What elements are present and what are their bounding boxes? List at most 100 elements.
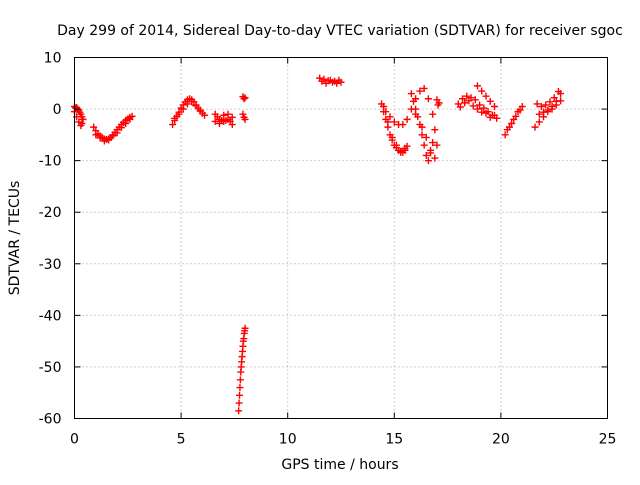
y-axis-label: SDTVAR / TECUs (7, 181, 23, 296)
data-point (171, 114, 179, 122)
data-point (331, 77, 339, 85)
data-point (518, 102, 526, 110)
data-point (435, 99, 443, 107)
data-point (554, 88, 562, 96)
data-point (473, 105, 481, 113)
data-point (535, 110, 543, 118)
data-point (100, 137, 108, 145)
data-point (420, 84, 428, 92)
data-point (401, 144, 409, 152)
data-point (480, 104, 488, 112)
series-arc-13 (531, 88, 565, 131)
data-point (380, 102, 388, 110)
series-arc-2 (90, 112, 136, 145)
data-point (322, 79, 330, 87)
x-tick-label: 20 (492, 432, 510, 448)
data-point (390, 118, 398, 126)
data-point (416, 87, 424, 95)
data-point (535, 118, 543, 126)
x-tick-labels: 0 5 10 15 20 25 (70, 432, 616, 448)
data-point (228, 113, 236, 121)
data-point (422, 151, 430, 159)
data-point (235, 407, 243, 415)
data-point (418, 123, 426, 131)
data-point (544, 106, 552, 114)
data-point (201, 111, 209, 119)
data-point (476, 101, 484, 109)
data-point (236, 391, 244, 399)
series-arc-3 (169, 95, 209, 129)
data-point (548, 105, 556, 113)
data-point (407, 90, 415, 98)
data-point (418, 131, 426, 139)
y-tick-labels: -60 -50 -40 -30 -20 -10 0 10 (39, 51, 62, 428)
data-point (169, 121, 177, 129)
data-point (463, 92, 471, 100)
data-point (557, 97, 565, 105)
x-axis-label: GPS time / hours (281, 457, 398, 473)
y-tick-label: 0 (53, 102, 62, 118)
data-point (105, 136, 113, 144)
data-point (188, 98, 196, 106)
y-tick-label: -30 (39, 257, 62, 273)
data-point (486, 97, 494, 105)
y-tick-label: -50 (39, 360, 62, 376)
x-tick-label: 0 (70, 432, 79, 448)
data-point (117, 124, 125, 132)
data-point (77, 122, 85, 130)
series-arc-4 (211, 110, 236, 129)
x-tick-label: 10 (279, 432, 297, 448)
data-point (471, 96, 479, 104)
x-tick-label: 15 (385, 432, 403, 448)
data-point (75, 118, 83, 126)
chart-title: Day 299 of 2014, Sidereal Day-to-day VTE… (57, 23, 623, 39)
data-point (122, 120, 130, 128)
data-point (183, 100, 191, 108)
data-point (175, 110, 183, 118)
data-point (552, 101, 560, 109)
data-point (192, 102, 200, 110)
data-point (478, 87, 486, 95)
data-point (241, 115, 249, 123)
data-point (491, 102, 499, 110)
plot-frame (74, 57, 608, 419)
data-point (546, 98, 554, 106)
data-point (542, 101, 550, 109)
series-arc-1 (71, 102, 87, 130)
series-arc-7 (316, 74, 345, 87)
data-point (429, 110, 437, 118)
series-arc-5 (239, 93, 249, 123)
data-point (78, 113, 86, 121)
data-point (240, 95, 248, 103)
data-point (461, 99, 469, 107)
data-point (196, 106, 204, 114)
data-point (516, 106, 524, 114)
data-point (431, 154, 439, 162)
data-point (431, 126, 439, 134)
data-point (456, 103, 464, 111)
data-point (211, 117, 219, 125)
data-point (533, 100, 541, 108)
y-tick-label: -40 (39, 308, 62, 324)
data-point (427, 146, 435, 154)
data-point (491, 111, 499, 119)
series-arc-9 (382, 84, 441, 165)
data-point (540, 108, 548, 116)
series-arc-10 (433, 96, 443, 109)
data-point (399, 121, 407, 129)
data-point (241, 94, 249, 102)
data-point (109, 132, 117, 140)
data-point (424, 95, 432, 103)
data-point (531, 123, 539, 131)
data-point (92, 131, 100, 139)
data-point (469, 102, 477, 110)
data-point (478, 108, 486, 116)
data-point (459, 95, 467, 103)
series-arc-6 (235, 324, 249, 415)
data-point (318, 77, 326, 85)
data-point (228, 121, 236, 129)
data-point (420, 141, 428, 149)
data-point (392, 141, 400, 149)
